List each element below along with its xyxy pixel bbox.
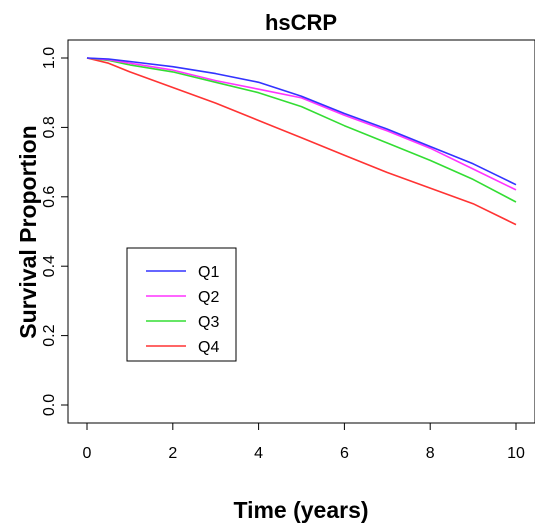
x-tick-label: 10 [507, 445, 525, 462]
x-tick-label: 4 [254, 445, 263, 462]
x-tick-label: 0 [83, 445, 92, 462]
legend-label-q4: Q4 [198, 339, 219, 356]
x-tick-label: 2 [168, 445, 177, 462]
series-line-q2 [86, 57, 517, 191]
legend-label-q3: Q3 [198, 314, 219, 331]
y-tick-label: 0.6 [41, 186, 58, 208]
y-axis-label: Survival Proportion [15, 125, 41, 338]
x-tick-label: 8 [426, 445, 435, 462]
y-tick-label: 0.2 [41, 324, 58, 346]
legend-box [126, 247, 237, 362]
series-line-q1 [86, 57, 517, 186]
legend-label-q2: Q2 [198, 289, 219, 306]
x-tick-label: 6 [340, 445, 349, 462]
legend-label-q1: Q1 [198, 264, 219, 281]
series-line-q4 [86, 57, 517, 226]
series-line-q3 [86, 57, 517, 203]
y-axis: 0.0 0.2 0.4 0.6 0.8 1.0 [41, 47, 68, 416]
x-axis: 0 2 4 6 8 10 [83, 423, 525, 462]
legend: Q1 Q2 Q3 Q4 [126, 247, 237, 362]
chart-title: hsCRP [265, 10, 337, 35]
plot-frame [67, 39, 535, 424]
series-layer [86, 57, 517, 226]
y-tick-label: 0.0 [41, 394, 58, 416]
y-tick-label: 0.8 [41, 116, 58, 138]
y-tick-label: 1.0 [41, 47, 58, 69]
y-tick-label: 0.4 [41, 255, 58, 277]
x-axis-label: Time (years) [233, 497, 368, 523]
